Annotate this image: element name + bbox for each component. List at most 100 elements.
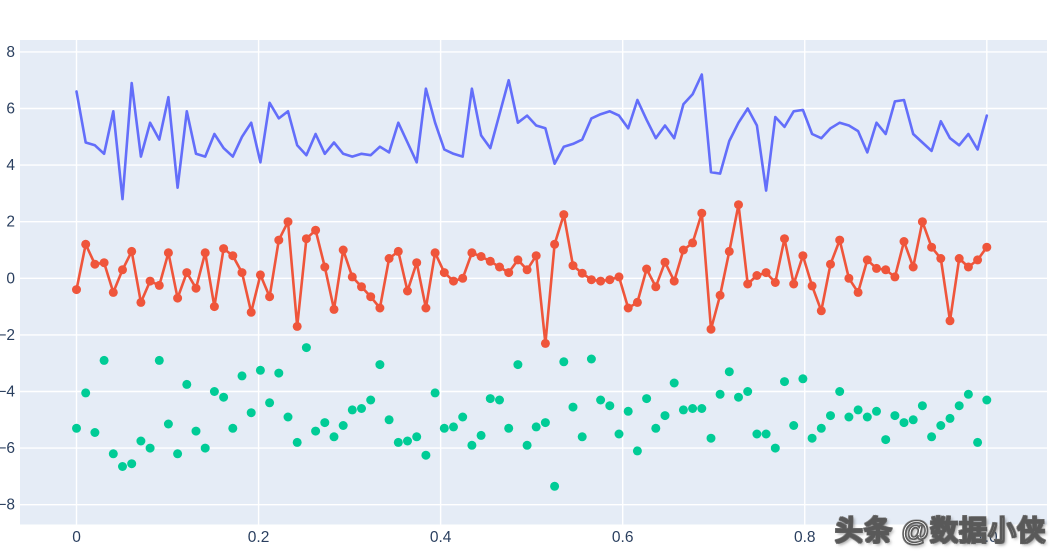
green-scatter-marker[interactable] [219, 392, 229, 402]
green-scatter-marker[interactable] [945, 413, 955, 423]
green-scatter-marker[interactable] [412, 432, 422, 442]
green-scatter-marker[interactable] [421, 450, 431, 460]
red-line-markers-marker[interactable] [145, 276, 155, 286]
green-scatter-marker[interactable] [357, 404, 366, 413]
red-line-markers-marker[interactable] [586, 275, 596, 285]
red-line-markers-marker[interactable] [237, 268, 247, 278]
green-scatter-marker[interactable] [642, 394, 652, 404]
green-scatter-marker[interactable] [72, 423, 81, 433]
red-line-markers-marker[interactable] [798, 251, 808, 261]
red-line-markers-marker[interactable] [881, 265, 891, 275]
green-scatter-marker[interactable] [430, 388, 440, 398]
red-line-markers-marker[interactable] [485, 256, 495, 266]
green-scatter-marker[interactable] [669, 378, 679, 388]
green-scatter-marker[interactable] [724, 367, 734, 377]
red-line-markers-marker[interactable] [669, 276, 679, 286]
green-scatter-marker[interactable] [651, 423, 661, 433]
red-line-markers-marker[interactable] [605, 275, 615, 285]
red-line-markers-marker[interactable] [366, 292, 376, 302]
green-scatter-marker[interactable] [614, 429, 624, 439]
blue-line-path[interactable] [75, 73, 989, 201]
red-line-markers-marker[interactable] [899, 237, 909, 246]
red-line-markers-marker[interactable] [761, 268, 771, 278]
green-scatter-marker[interactable] [311, 426, 321, 436]
green-scatter-marker[interactable] [347, 405, 357, 415]
red-line-markers-marker[interactable] [430, 248, 440, 258]
green-scatter-marker[interactable] [963, 389, 973, 399]
red-line-markers-marker[interactable] [623, 303, 633, 313]
green-scatter-marker[interactable] [982, 395, 992, 405]
red-line-markers-marker[interactable] [734, 200, 743, 210]
green-scatter-marker[interactable] [752, 429, 762, 439]
red-line-markers-marker[interactable] [908, 262, 918, 272]
green-scatter-marker[interactable] [513, 360, 523, 370]
red-line-markers-marker[interactable] [292, 321, 302, 331]
red-line-markers-marker[interactable] [632, 297, 642, 307]
green-scatter-marker[interactable] [559, 357, 569, 367]
green-scatter-marker[interactable] [485, 394, 495, 404]
green-scatter-marker[interactable] [540, 418, 550, 428]
green-scatter-marker[interactable] [283, 412, 293, 422]
green-scatter-marker[interactable] [274, 368, 284, 378]
red-line-markers-marker[interactable] [697, 208, 707, 218]
green-scatter-marker[interactable] [798, 374, 808, 384]
green-scatter-marker[interactable] [237, 371, 247, 381]
green-scatter-marker[interactable] [807, 433, 817, 443]
green-scatter-marker[interactable] [320, 418, 330, 428]
red-line-markers-marker[interactable] [81, 239, 91, 249]
green-scatter-marker[interactable] [495, 395, 504, 405]
green-scatter-marker[interactable] [917, 401, 927, 411]
red-line-markers-marker[interactable] [228, 251, 238, 261]
red-line-markers-marker[interactable] [577, 268, 587, 278]
green-scatter-marker[interactable] [504, 423, 514, 433]
red-line-markers-marker[interactable] [154, 280, 164, 290]
green-scatter-marker[interactable] [182, 379, 192, 389]
green-scatter-marker[interactable] [973, 437, 983, 447]
red-line-markers-marker[interactable] [127, 246, 137, 256]
green-scatter-marker[interactable] [384, 415, 394, 425]
green-scatter-marker[interactable] [568, 402, 578, 412]
green-scatter-marker[interactable] [908, 415, 918, 425]
red-line-markers-marker[interactable] [853, 287, 863, 297]
red-line-markers-marker[interactable] [844, 273, 854, 283]
green-scatter-marker[interactable] [476, 430, 486, 440]
green-scatter-marker[interactable] [301, 343, 311, 353]
red-line-markers-marker[interactable] [219, 244, 229, 254]
red-line-markers-marker[interactable] [504, 268, 514, 278]
red-line-markers-marker[interactable] [872, 263, 881, 273]
green-scatter-marker[interactable] [458, 412, 468, 422]
red-line-markers-marker[interactable] [421, 303, 431, 313]
green-scatter-marker[interactable] [246, 408, 256, 418]
red-line-markers-marker[interactable] [412, 258, 422, 268]
red-line-markers-marker[interactable] [780, 234, 789, 244]
red-line-markers-marker[interactable] [596, 276, 606, 286]
red-line-markers-marker[interactable] [283, 217, 293, 227]
red-line-markers-marker[interactable] [954, 254, 964, 263]
green-scatter-marker[interactable] [375, 360, 385, 370]
red-line-markers-marker[interactable] [807, 281, 817, 291]
green-scatter-marker[interactable] [706, 433, 716, 443]
red-line-markers-marker[interactable] [467, 248, 477, 258]
red-line-markers-marker[interactable] [770, 278, 780, 287]
green-scatter-marker[interactable] [715, 389, 725, 399]
green-scatter-marker[interactable] [899, 418, 909, 428]
red-line-markers-marker[interactable] [927, 242, 937, 252]
red-line-markers-marker[interactable] [651, 282, 661, 292]
green-scatter-marker[interactable] [862, 412, 872, 422]
red-line-markers-marker[interactable] [393, 246, 403, 256]
red-line-markers-marker[interactable] [458, 273, 468, 283]
green-scatter-marker[interactable] [890, 411, 900, 421]
green-scatter-marker[interactable] [173, 449, 183, 459]
red-line-markers-marker[interactable] [642, 264, 652, 274]
red-line-markers-marker[interactable] [513, 255, 523, 265]
red-line-markers-marker[interactable] [963, 262, 973, 272]
green-scatter-marker[interactable] [678, 405, 688, 415]
green-scatter-marker[interactable] [191, 426, 201, 436]
green-scatter-marker[interactable] [81, 388, 91, 398]
red-line-markers-marker[interactable] [200, 248, 210, 258]
red-line-markers-marker[interactable] [338, 245, 348, 255]
green-scatter-marker[interactable] [789, 421, 799, 430]
green-scatter-marker[interactable] [403, 436, 412, 446]
red-line-markers-marker[interactable] [476, 252, 486, 261]
green-scatter-marker[interactable] [605, 401, 615, 411]
